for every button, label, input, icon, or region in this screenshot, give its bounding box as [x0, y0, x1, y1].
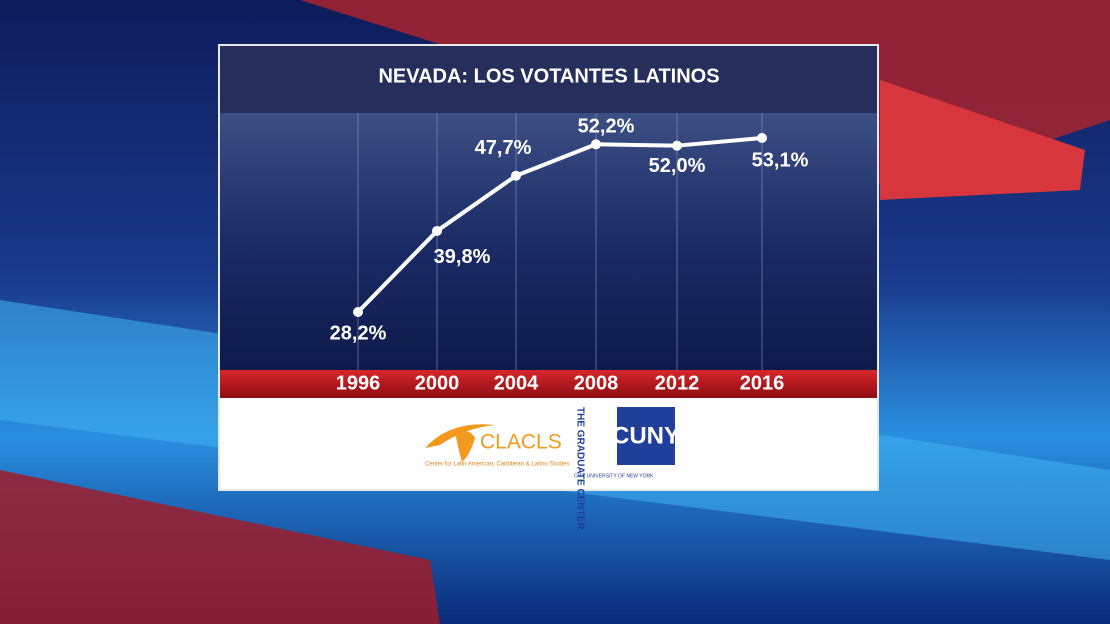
- logo-arc: [425, 424, 495, 448]
- x-tick-label: 1996: [336, 372, 381, 394]
- value-label: 47,7%: [475, 137, 532, 159]
- x-tick-label: 2016: [740, 372, 785, 394]
- axis-band: [220, 370, 877, 398]
- point: [672, 140, 682, 151]
- point: [432, 225, 442, 236]
- cuny-name: CUNY: [612, 422, 680, 449]
- cuny-logo: [617, 407, 675, 465]
- line: [356, 136, 763, 314]
- clacls-name: CLACLS: [480, 431, 562, 454]
- point: [591, 139, 601, 150]
- bg-stripe: [880, 80, 1085, 200]
- footer: [220, 398, 877, 489]
- value-label: 52,0%: [649, 155, 706, 177]
- point: [757, 133, 767, 143]
- x-tick-label: 2008: [574, 372, 619, 394]
- chart-title: NEVADA: LOS VOTANTES LATINOS: [378, 65, 719, 87]
- clacls-full-name: Center for Latin American, Caribbean & L…: [425, 462, 569, 468]
- point: [353, 307, 363, 317]
- title-band: [220, 46, 877, 113]
- bg-stripe: [0, 470, 440, 624]
- point: [511, 170, 521, 181]
- x-tick-label: 2012: [655, 372, 700, 394]
- chart: 1996 2000 2004 2008 2012 2016 28,2% 39,8% 47,7% 5…: [330, 113, 809, 394]
- graduate-center-university: CITY UNIVERSITY OF NEW YORK: [574, 473, 654, 479]
- clacls-logo: CLACLS Center for Latin American, Caribb…: [425, 424, 569, 468]
- value-label: 53,1%: [752, 149, 809, 171]
- x-tick-label: 2004: [494, 372, 539, 394]
- logo-map: [455, 430, 475, 462]
- value-label: 39,8%: [434, 246, 491, 268]
- plot-area: [220, 113, 877, 370]
- value-label: 52,2%: [578, 116, 635, 138]
- value-label: 28,2%: [330, 322, 387, 344]
- x-tick-label: 2000: [415, 372, 460, 394]
- graduate-center-name: THE GRADUATE CENTER: [574, 407, 585, 530]
